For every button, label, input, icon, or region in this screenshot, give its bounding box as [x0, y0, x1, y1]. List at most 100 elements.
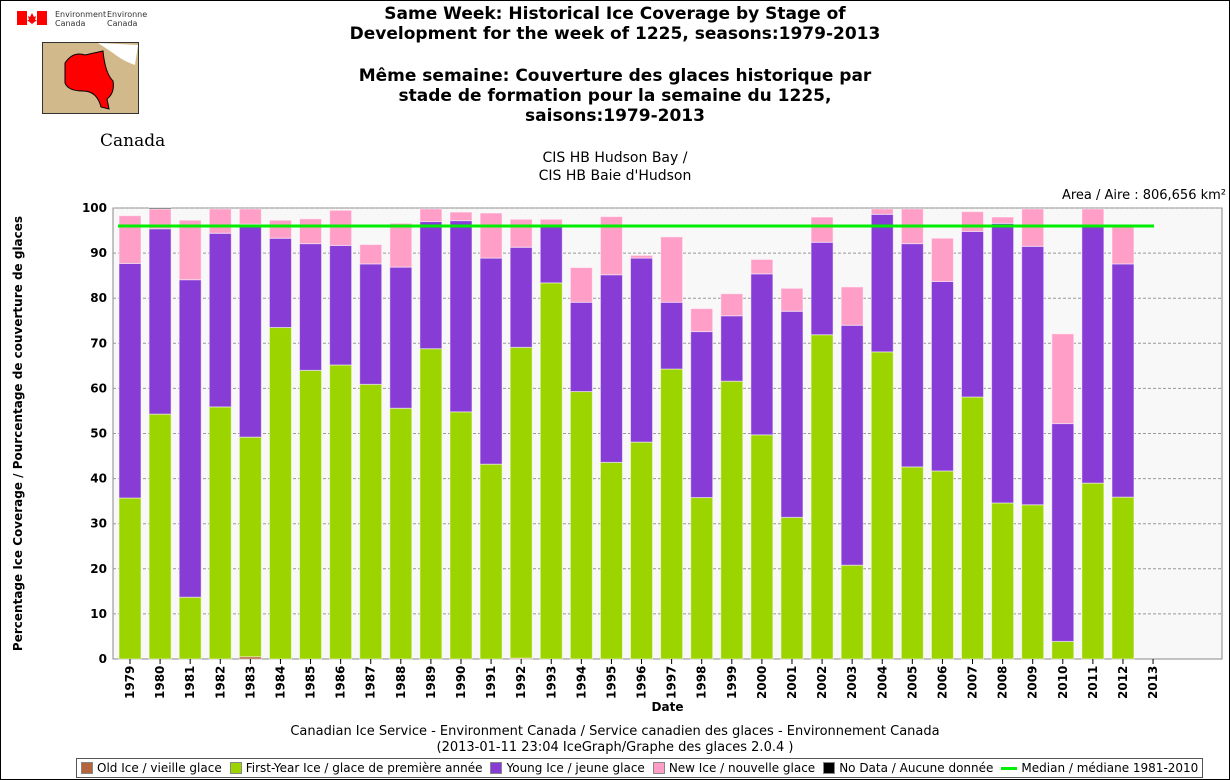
legend-swatch	[823, 762, 836, 774]
legend-item: No Data / Aucune donnée	[819, 761, 997, 775]
bar-1995	[599, 461, 623, 660]
bar-2002	[810, 216, 834, 243]
bar-1993	[539, 225, 563, 284]
bar-1988	[389, 266, 413, 409]
legend-item: Median / médiane 1981-2010	[997, 761, 1202, 775]
x-tick-label: 2011	[1086, 666, 1100, 699]
svg-text:Environnement: Environnement	[107, 10, 147, 19]
bar-2000	[750, 273, 774, 436]
bar-2005	[900, 243, 924, 468]
bar-1991	[479, 257, 503, 465]
bar-2002	[810, 334, 834, 660]
bar-2001	[780, 310, 804, 518]
x-axis-label: Date	[652, 700, 684, 714]
x-tick-label: 2000	[755, 666, 769, 699]
bar-1998	[690, 497, 714, 660]
bar-1979	[118, 262, 142, 499]
bar-1999	[720, 293, 744, 317]
bar-1987	[359, 263, 383, 385]
bar-1990	[449, 411, 473, 660]
title-fr: Même semaine: Couverture des glaces hist…	[358, 66, 872, 126]
legend-item: Young Ice / jeune glace	[486, 761, 648, 775]
y-tick-label: 80	[90, 291, 107, 305]
bar-1979	[118, 215, 142, 264]
bar-1996	[630, 441, 654, 660]
bar-1986	[329, 244, 353, 366]
bar-1985	[299, 369, 323, 660]
bar-2000	[750, 434, 774, 660]
bar-1992	[509, 218, 533, 248]
bar-2003	[840, 324, 864, 566]
y-axis-label: Percentage Ice Coverage / Pourcentage de…	[11, 216, 25, 651]
x-tick-label: 1998	[695, 666, 709, 699]
bar-1984	[268, 327, 292, 660]
x-tick-label: 1989	[424, 666, 438, 699]
bar-1996	[630, 257, 654, 443]
canada-wordmark: Canada	[100, 131, 166, 151]
x-tick-label: 1981	[183, 666, 197, 699]
bar-1984	[268, 219, 292, 239]
bar-1982	[208, 208, 232, 234]
x-tick-label: 1991	[484, 666, 498, 699]
y-tick-label: 0	[99, 652, 107, 666]
bar-1983	[238, 223, 262, 438]
bar-2011	[1081, 482, 1105, 660]
bar-1992	[509, 346, 533, 659]
x-tick-label: 1995	[604, 666, 618, 699]
bar-2004	[870, 351, 894, 660]
bar-1992	[509, 246, 533, 348]
bar-2001	[780, 516, 804, 660]
stacked-bar-chart: 0 10 20 30 40 50 60 70 80 90 100 1979 1980 1981 1982 19…	[11, 201, 1223, 714]
footer: Canadian Ice Service - Environment Canad…	[290, 724, 940, 755]
bar-2008	[991, 502, 1015, 660]
bar-2011	[1081, 208, 1105, 227]
x-tick-label: 2013	[1146, 666, 1160, 699]
x-tick-label: 2009	[1026, 666, 1040, 699]
bar-2002	[810, 241, 834, 336]
bar-2012	[1111, 263, 1135, 498]
bar-1991	[479, 463, 503, 660]
legend-label: New Ice / nouvelle glace	[668, 761, 816, 775]
bar-2010	[1051, 423, 1075, 642]
svg-text:Environment: Environment	[55, 10, 106, 19]
x-tick-label: 2004	[875, 666, 889, 699]
bar-1984	[268, 237, 292, 329]
legend-label: Young Ice / jeune glace	[506, 761, 645, 775]
bar-1985	[299, 243, 323, 371]
x-tick-label: 1997	[665, 666, 679, 699]
bar-1985	[299, 218, 323, 245]
x-tick-label: 1990	[454, 666, 468, 699]
bar-2005	[900, 466, 924, 660]
legend-swatch	[490, 762, 503, 774]
x-tick-label: 2008	[996, 666, 1010, 699]
x-tick-label: 2002	[815, 666, 829, 699]
y-tick-label: 20	[90, 562, 107, 576]
x-tick-label: 1987	[364, 666, 378, 699]
bar-2011	[1081, 225, 1105, 484]
bar-1988	[389, 407, 413, 660]
bar-2000	[750, 258, 774, 275]
region-label: CIS HB Hudson Bay / CIS HB Baie d'Hudson	[538, 150, 692, 184]
x-tick-label: 1986	[334, 666, 348, 699]
x-tick-label: 1996	[635, 666, 649, 699]
x-tick-label: 1983	[243, 666, 257, 699]
svg-text:Canada: Canada	[55, 19, 86, 28]
bar-2008	[991, 216, 1015, 224]
bar-1994	[569, 267, 593, 303]
bar-1997	[660, 368, 684, 660]
hudson-bay-region-map	[42, 42, 139, 114]
bar-1980	[148, 228, 172, 415]
x-tick-label: 1980	[153, 666, 167, 699]
bar-2004	[870, 213, 894, 353]
x-tick-label: 1992	[514, 666, 528, 699]
legend-label: Median / médiane 1981-2010	[1021, 761, 1199, 775]
bar-2001	[780, 287, 804, 312]
legend: Old Ice / vieille glace First-Year Ice / …	[76, 758, 1204, 778]
bar-1981	[178, 279, 202, 598]
legend-item: New Ice / nouvelle glace	[649, 761, 819, 775]
legend-swatch	[81, 762, 93, 774]
bar-1999	[720, 380, 744, 660]
bar-2007	[961, 211, 985, 232]
y-tick-label: 40	[90, 472, 107, 486]
